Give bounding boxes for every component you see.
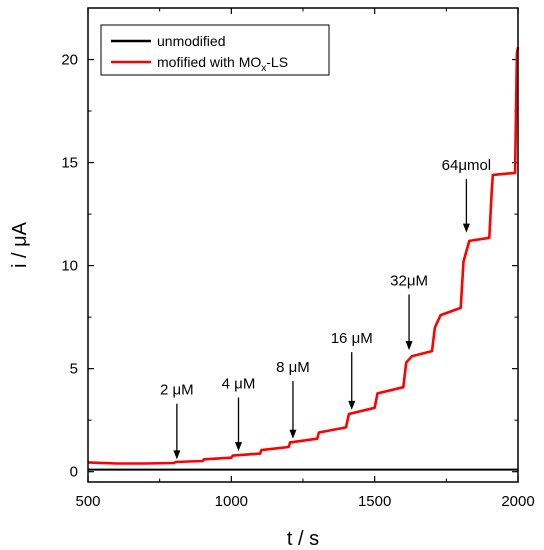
y-tick-label: 15 <box>61 155 78 172</box>
y-tick-label: 20 <box>61 52 78 69</box>
annotation-label: 2 μM <box>160 382 194 399</box>
annotation-label: 64μmol <box>442 157 492 174</box>
annotation-arrow-head <box>173 450 181 460</box>
series-line-modified <box>87 46 520 465</box>
legend-box <box>100 24 330 76</box>
annotation-label: 16 μM <box>331 330 373 347</box>
x-tick-label: 500 <box>75 493 100 510</box>
legend-label-tail: -LS <box>266 54 288 70</box>
legend: unmodified mofified with MOx-LS <box>100 24 330 76</box>
y-tick-label: 0 <box>70 464 78 481</box>
annotation-arrow-head <box>235 442 242 452</box>
x-tick-label: 1000 <box>215 493 248 510</box>
legend-label-subscript: x <box>261 63 266 74</box>
x-tick-label: 1500 <box>358 493 391 510</box>
y-axis-title: i / μA <box>9 221 31 268</box>
x-tick-label: 2000 <box>501 493 534 510</box>
x-axis-title: t / s <box>287 528 319 550</box>
annotation-arrow-head <box>405 341 413 351</box>
legend-label-modified: mofified with MOx-LS <box>157 54 288 74</box>
plot-frame <box>87 7 519 483</box>
series-layer <box>87 46 520 471</box>
annotation-arrow-head <box>289 429 297 439</box>
annotation-arrow-head <box>348 400 356 410</box>
annotation-arrow-head <box>462 223 470 233</box>
annotations: 2 μM 4 μM 8 μM 16 μM 32μM 64μmol <box>160 157 492 460</box>
annotation-label: 8 μM <box>276 359 310 376</box>
legend-label-unmodified: unmodified <box>157 33 226 49</box>
legend-label-main: mofified with MO <box>157 54 261 70</box>
annotation-label: 32μM <box>390 272 428 289</box>
y-tick-label: 5 <box>70 361 78 378</box>
y-tick-label: 10 <box>61 258 78 275</box>
annotation-label: 4 μM <box>222 376 256 393</box>
